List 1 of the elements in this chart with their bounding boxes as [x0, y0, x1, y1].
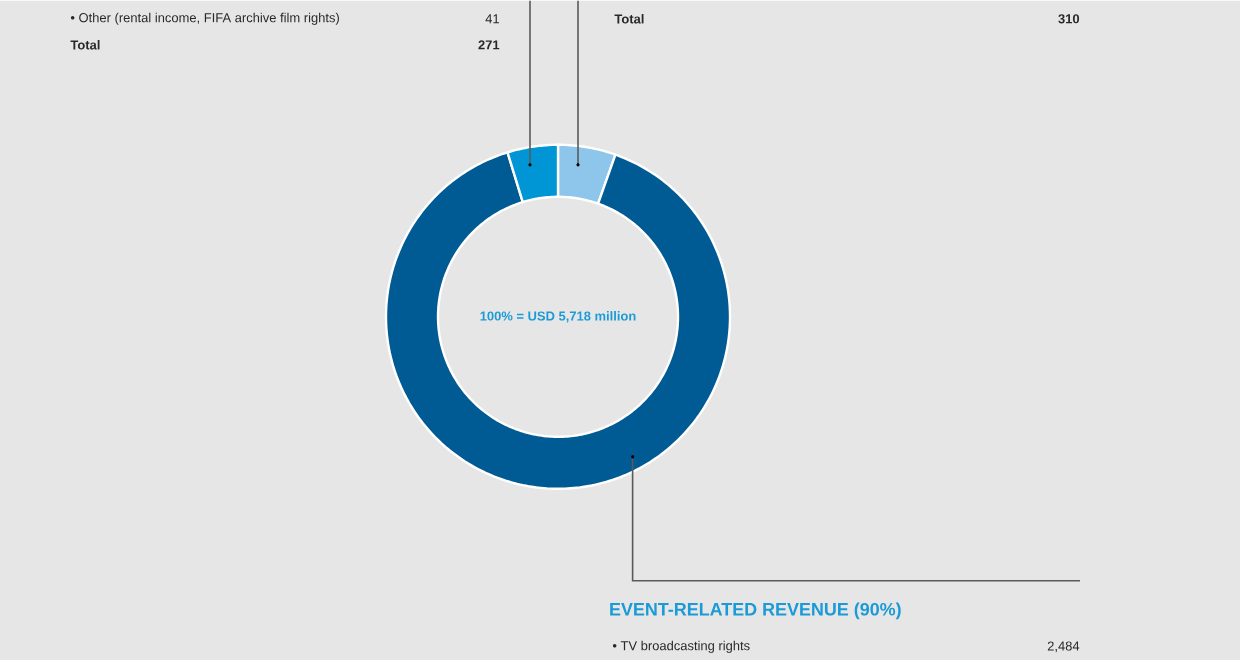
slice-label: EVENT-RELATED REVENUE (90%) — [610, 602, 901, 619]
